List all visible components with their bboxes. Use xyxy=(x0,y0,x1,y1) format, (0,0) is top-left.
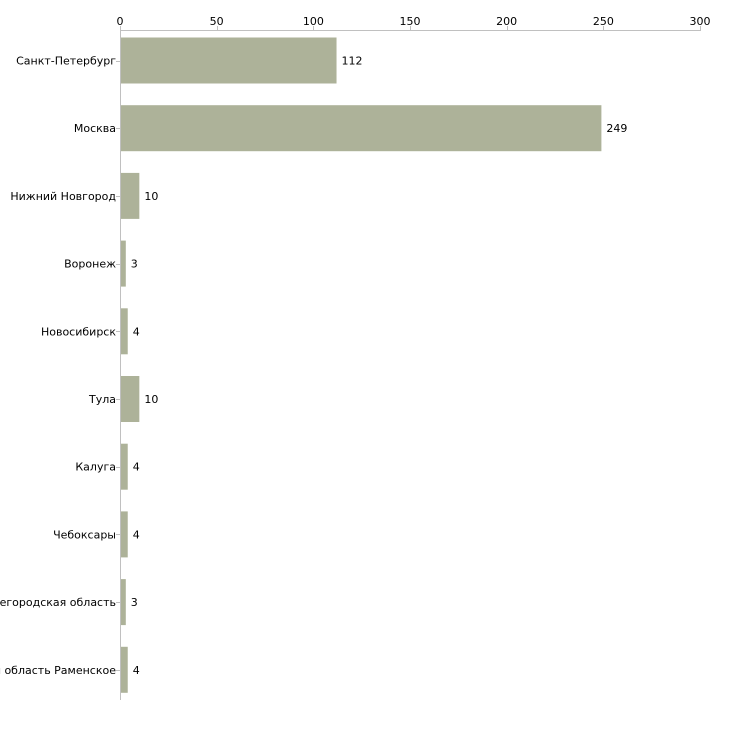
bar xyxy=(120,376,140,422)
value-label: 4 xyxy=(133,325,140,338)
x-tick-label: 150 xyxy=(400,15,421,28)
bar xyxy=(120,240,126,287)
value-label: 4 xyxy=(133,528,140,541)
category-label: Москва xyxy=(74,122,116,135)
value-label: 4 xyxy=(133,664,140,677)
category-label: Нижний Новгород xyxy=(10,190,116,203)
category-label: Новосибирск xyxy=(41,325,116,338)
value-label: 10 xyxy=(144,190,158,203)
value-label: 10 xyxy=(144,393,158,406)
x-tick-label: 0 xyxy=(117,15,124,28)
x-axis: 0 50 100 150 200 250 300 xyxy=(117,15,711,31)
category-label: Нижегородская область xyxy=(0,596,116,609)
category-label: Воронеж xyxy=(64,258,116,271)
y-axis: Санкт-Петербург Москва Нижний Новгород Воро… xyxy=(0,30,121,700)
value-label: 3 xyxy=(131,596,138,609)
x-tick-label: 250 xyxy=(593,15,614,28)
x-tick-label: 200 xyxy=(496,15,517,28)
bar xyxy=(120,646,128,693)
bars: 112 249 10 3 4 10 4 4 3 4 xyxy=(120,37,627,693)
category-label: Московская область Раменское xyxy=(0,664,116,677)
bar xyxy=(120,105,602,152)
category-label: Чебоксары xyxy=(53,528,116,541)
x-tick-label: 100 xyxy=(303,15,324,28)
value-label: 3 xyxy=(131,258,138,271)
bar xyxy=(120,579,126,626)
bar xyxy=(120,443,128,490)
bar xyxy=(120,511,128,558)
bar xyxy=(120,308,128,355)
x-tick-label: 50 xyxy=(210,15,224,28)
value-label: 4 xyxy=(133,461,140,474)
value-label: 249 xyxy=(606,122,627,135)
category-label: Калуга xyxy=(75,461,116,474)
bar xyxy=(120,172,140,219)
bar xyxy=(120,37,337,84)
value-label: 112 xyxy=(342,55,363,68)
category-label: Тула xyxy=(88,393,116,406)
category-label: Санкт-Петербург xyxy=(16,55,116,68)
x-tick-label: 300 xyxy=(690,15,711,28)
